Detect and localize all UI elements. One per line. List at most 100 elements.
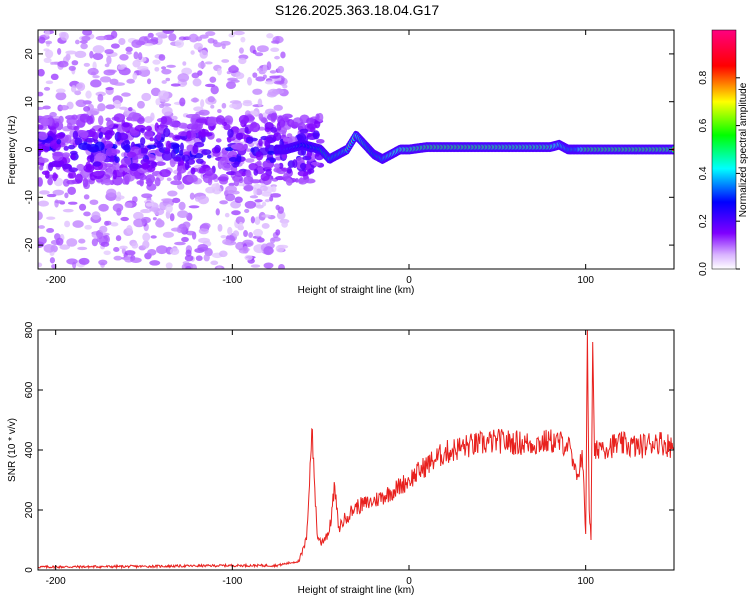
- heatmap-noise-cell: [249, 195, 259, 199]
- heatmap-band-cell: [104, 163, 113, 168]
- heatmap-band-cell: [38, 157, 49, 163]
- heatmap-band-cell: [38, 124, 44, 130]
- heatmap-noise-cell: [210, 85, 219, 95]
- heatmap-noise-cell: [250, 216, 256, 224]
- heatmap-band-cell: [279, 120, 286, 128]
- heatmap-noise-cell: [230, 79, 240, 83]
- heatmap-noise-cell: [278, 264, 285, 269]
- heatmap-band-cell: [47, 178, 53, 186]
- heatmap-noise-cell: [150, 235, 157, 239]
- heatmap-band-cell: [179, 142, 184, 152]
- heatmap-band-cell: [191, 123, 201, 134]
- heatmap-band-cell: [248, 163, 258, 171]
- heatmap-noise-cell: [271, 40, 280, 44]
- heatmap-band-cell: [173, 156, 182, 162]
- heatmap-band-cell: [89, 153, 95, 164]
- heatmap-noise-cell: [78, 203, 87, 211]
- heatmap-noise-cell: [280, 51, 286, 59]
- heatmap-noise-cell: [248, 232, 254, 238]
- heatmap-band-cell: [140, 127, 145, 134]
- heatmap-noise-cell: [62, 208, 74, 213]
- heatmap-noise-cell: [124, 250, 136, 256]
- colorbar-tick-label: 0.4: [698, 166, 709, 180]
- heatmap-noise-cell: [168, 33, 177, 42]
- heatmap-noise-cell: [245, 158, 255, 163]
- heatmap-band-cell: [284, 116, 289, 122]
- heatmap-noise-cell: [169, 247, 180, 256]
- heatmap-noise-cell: [119, 245, 128, 250]
- snr-panel: -200 -100 0 100 0 200 400 600 800 Height of stra…: [7, 321, 675, 596]
- heatmap-noise-cell: [240, 36, 246, 43]
- heatmap-band-cell: [307, 168, 315, 174]
- heatmap-noise-cell: [68, 65, 76, 71]
- heatmap-band-cell: [160, 116, 168, 125]
- heatmap-band-cell: [243, 175, 254, 185]
- heatmap-band-cell: [226, 171, 237, 176]
- heatmap-noise-cell: [156, 245, 168, 255]
- heatmap-noise-cell: [150, 37, 159, 42]
- heatmap-noise-cell: [137, 65, 149, 71]
- heatmap-noise-cell: [158, 90, 169, 100]
- heatmap-noise-cell: [238, 221, 244, 230]
- heatmap-noise-cell: [185, 249, 192, 257]
- heatmap-noise-cell: [217, 223, 223, 232]
- colorbar-tick-label: 0.6: [698, 118, 709, 132]
- heatmap-band-cell: [124, 143, 131, 153]
- heatmap-noise-cell: [141, 216, 151, 224]
- heatmap-band-cell: [296, 133, 307, 142]
- spectrogram-x-label: Height of straight line (km): [298, 285, 415, 296]
- heatmap-noise-cell: [107, 69, 117, 74]
- y-tick-label: 0: [24, 567, 35, 573]
- heatmap-noise-cell: [215, 208, 220, 216]
- heatmap-noise-cell: [228, 33, 235, 38]
- heatmap-noise-cell: [113, 246, 120, 253]
- heatmap-noise-cell: [110, 222, 119, 227]
- heatmap-noise-cell: [169, 213, 175, 222]
- heatmap-noise-cell: [162, 231, 175, 238]
- heatmap-noise-cell: [64, 192, 69, 199]
- heatmap-band-cell: [306, 117, 315, 125]
- heatmap-noise-cell: [269, 70, 277, 74]
- heatmap-noise-cell: [242, 246, 249, 254]
- y-tick-label: 0: [24, 146, 35, 152]
- heatmap-band-cell: [186, 174, 198, 183]
- heatmap-band-cell: [285, 178, 293, 186]
- heatmap-band-cell: [255, 151, 262, 158]
- heatmap-noise-cell: [252, 88, 263, 95]
- x-tick-label: 100: [577, 576, 594, 587]
- heatmap-noise-cell: [80, 43, 88, 50]
- heatmap-band-cell: [260, 173, 270, 181]
- heatmap-noise-cell: [178, 201, 186, 211]
- heatmap-noise-cell: [83, 194, 90, 200]
- heatmap-noise-cell: [138, 68, 151, 77]
- heatmap-noise-cell: [38, 106, 45, 111]
- heatmap-band-cell: [38, 143, 46, 153]
- heatmap-noise-cell: [243, 184, 254, 192]
- heatmap-noise-cell: [152, 59, 161, 65]
- heatmap-noise-cell: [189, 192, 195, 200]
- heatmap-noise-cell: [254, 216, 261, 225]
- heatmap-band-cell: [82, 177, 89, 188]
- heatmap-noise-cell: [74, 50, 87, 59]
- heatmap-noise-cell: [106, 55, 112, 65]
- heatmap-band-cell: [85, 137, 96, 143]
- heatmap-band-cell: [169, 120, 181, 128]
- heatmap-band-cell: [48, 116, 53, 126]
- heatmap-noise-cell: [165, 204, 173, 213]
- heatmap-band-cell: [264, 127, 271, 133]
- heatmap-band-cell: [286, 167, 292, 174]
- heatmap-noise-cell: [113, 255, 123, 261]
- heatmap-noise-cell: [91, 238, 98, 247]
- heatmap-noise-cell: [97, 103, 106, 112]
- heatmap-noise-cell: [222, 239, 231, 245]
- heatmap-band-cell: [120, 157, 132, 166]
- heatmap-noise-cell: [161, 68, 172, 75]
- heatmap-band-cell: [195, 158, 204, 164]
- heatmap-noise-cell: [152, 217, 157, 221]
- heatmap-noise-cell: [38, 91, 44, 97]
- heatmap-noise-cell: [250, 264, 261, 268]
- heatmap-band-cell: [214, 144, 221, 153]
- heatmap-noise-cell: [131, 39, 143, 48]
- heatmap-noise-cell: [221, 59, 230, 63]
